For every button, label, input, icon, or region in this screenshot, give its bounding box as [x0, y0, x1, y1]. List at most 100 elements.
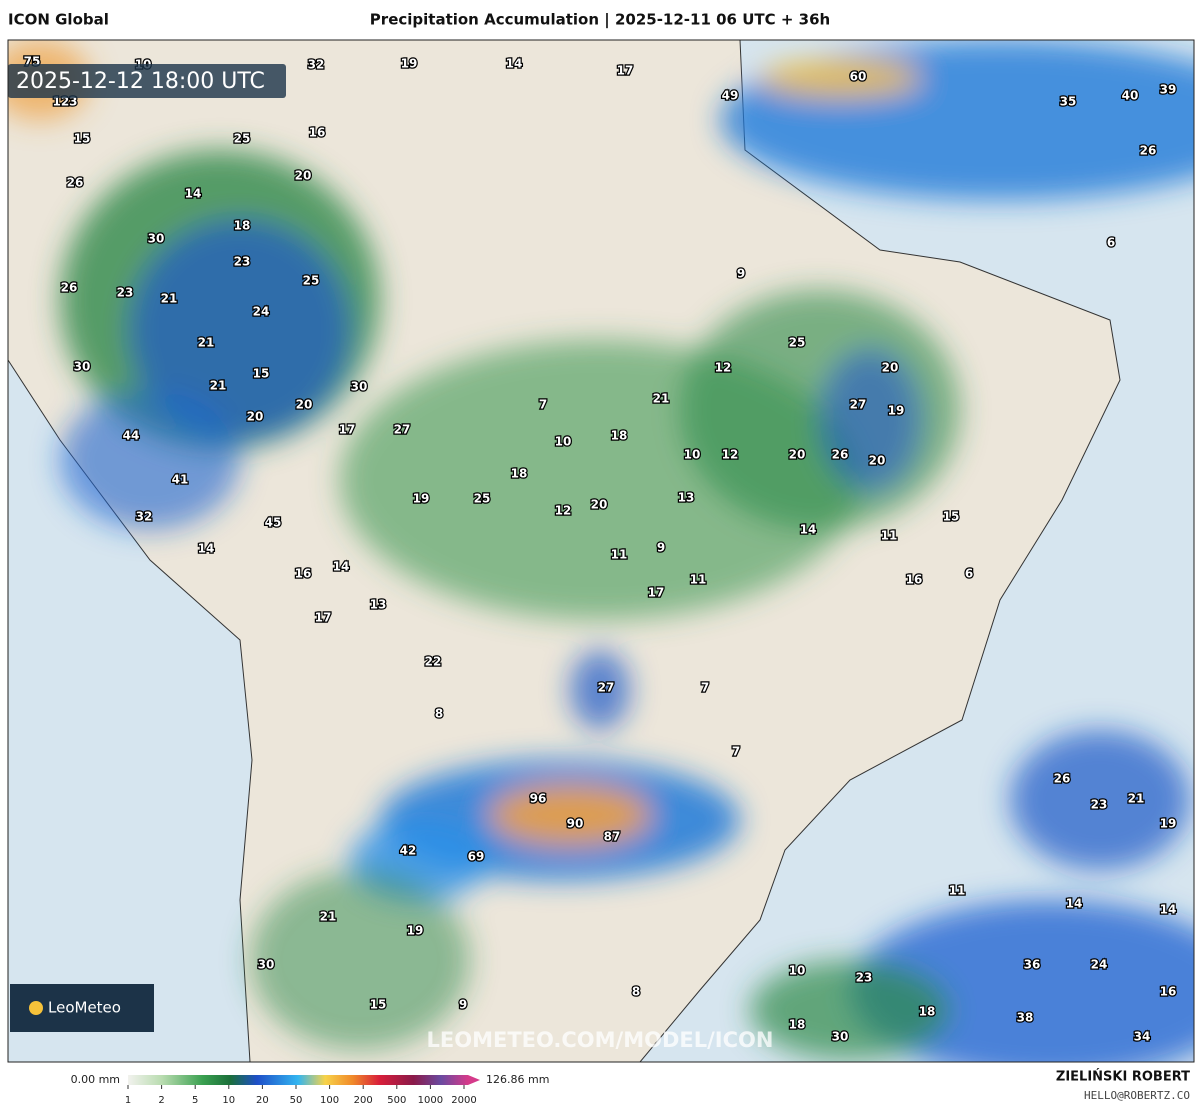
legend-min: 0.00 mm [71, 1073, 120, 1086]
model-name: ICON Global [8, 11, 109, 29]
precip-label: 30 [258, 958, 275, 972]
precip-label: 19 [888, 404, 905, 418]
precip-label: 69 [468, 850, 485, 864]
precip-label: 96 [530, 792, 547, 806]
precip-label: 26 [832, 448, 849, 462]
precip-label: 20 [869, 454, 886, 468]
precip-label: 49 [722, 89, 739, 103]
precip-label: 32 [136, 510, 153, 524]
precip-label: 15 [253, 367, 270, 381]
precip-label: 12 [715, 361, 732, 375]
precip-label: 16 [309, 126, 326, 140]
precip-label: 20 [295, 169, 312, 183]
precip-label: 14 [506, 57, 523, 71]
precip-label: 11 [690, 573, 707, 587]
precip-label: 22 [425, 655, 442, 669]
precip-label: 90 [567, 817, 584, 831]
colorbar-tick-label: 200 [354, 1095, 373, 1106]
precip-label: 15 [943, 510, 960, 524]
precip-label: 26 [1140, 144, 1157, 158]
precip-label: 14 [333, 560, 350, 574]
precip-label: 19 [1160, 817, 1177, 831]
precip-label: 32 [308, 58, 325, 72]
precip-label: 18 [511, 467, 528, 481]
precip-label: 6 [1107, 236, 1115, 250]
colorbar-tick-label: 2 [158, 1095, 164, 1106]
precip-label: 13 [678, 491, 695, 505]
precip-label: 12 [555, 504, 572, 518]
precip-label: 19 [407, 924, 424, 938]
precip-label: 44 [123, 429, 140, 443]
logo-sun [29, 1001, 43, 1015]
precip-label: 27 [394, 423, 411, 437]
precip-label: 18 [611, 429, 628, 443]
precip-label: 38 [1017, 1011, 1034, 1025]
precip-label: 7 [539, 398, 547, 412]
precip-label: 18 [789, 1018, 806, 1032]
precip-label: 25 [789, 336, 806, 350]
precip-label: 10 [555, 435, 572, 449]
colorbar-tick-label: 10 [222, 1095, 235, 1106]
precip-label: 23 [1091, 798, 1108, 812]
timestamp: 2025-12-12 18:00 UTC [16, 69, 265, 94]
precip-label: 21 [320, 910, 337, 924]
precip-label: 13 [370, 598, 387, 612]
precip-label: 19 [413, 492, 430, 506]
precip-label: 20 [247, 410, 264, 424]
colorbar-tick-label: 500 [387, 1095, 406, 1106]
precip-field [8, 40, 1194, 1062]
precip-label: 39 [1160, 83, 1177, 97]
colorbar-tick-label: 50 [290, 1095, 303, 1106]
logo: LeoMeteo [48, 999, 121, 1017]
precip-label: 20 [882, 361, 899, 375]
colorbar-tick-label: 1 [125, 1095, 131, 1106]
precip-label: 24 [253, 305, 270, 319]
precip-label: 25 [234, 132, 251, 146]
precip-label: 10 [684, 448, 701, 462]
precip-label: 20 [789, 448, 806, 462]
precip-label: 26 [1054, 772, 1071, 786]
colorbar [128, 1075, 468, 1085]
legend-max: 126.86 mm [486, 1073, 549, 1086]
precip-label: 30 [351, 380, 368, 394]
precip-label: 25 [474, 492, 491, 506]
colorbar-tick-label: 5 [192, 1095, 198, 1106]
precip-label: 9 [459, 998, 467, 1012]
precip-label: 21 [1128, 792, 1145, 806]
precip-label: 14 [1160, 903, 1177, 917]
precip-label: 20 [591, 498, 608, 512]
precip-label: 27 [598, 681, 615, 695]
colorbar-tick-label: 1000 [418, 1095, 443, 1106]
map-title: Precipitation Accumulation | 2025-12-11 … [370, 11, 830, 30]
colorbar-tick-label: 2000 [451, 1095, 476, 1106]
precip-label: 21 [210, 379, 227, 393]
precip-label: 23 [117, 286, 134, 300]
precip-label: 14 [1066, 897, 1083, 911]
precip-label: 18 [234, 219, 251, 233]
precip-label: 27 [850, 398, 867, 412]
precip-label: 10 [789, 964, 806, 978]
map-frame [7, 39, 1195, 1063]
precip-label: 8 [435, 707, 443, 721]
precip-label: 41 [172, 473, 189, 487]
email: HELLO@ROBERTZ.CO [1084, 1089, 1190, 1102]
watermark: LEOMETEO.COM/MODEL/ICON [427, 1028, 774, 1052]
precip-label: 16 [1160, 985, 1177, 999]
precip-label: 17 [617, 64, 634, 78]
precip-label: 7 [701, 681, 709, 695]
precip-label: 16 [906, 573, 923, 587]
precip-label: 14 [800, 523, 817, 537]
precip-label: 21 [161, 292, 178, 306]
precip-label: 30 [74, 360, 91, 374]
precip-label: 35 [1060, 95, 1077, 109]
precip-label: 20 [296, 398, 313, 412]
author: ZIELIŃSKI ROBERT [1056, 1069, 1190, 1085]
precip-label: 8 [632, 985, 640, 999]
precip-label: 30 [832, 1030, 849, 1044]
precip-label: 14 [198, 542, 215, 556]
precip-label: 15 [74, 132, 91, 146]
precip-label: 7 [732, 745, 740, 759]
precip-label: 11 [881, 529, 898, 543]
precip-label: 17 [315, 611, 332, 625]
